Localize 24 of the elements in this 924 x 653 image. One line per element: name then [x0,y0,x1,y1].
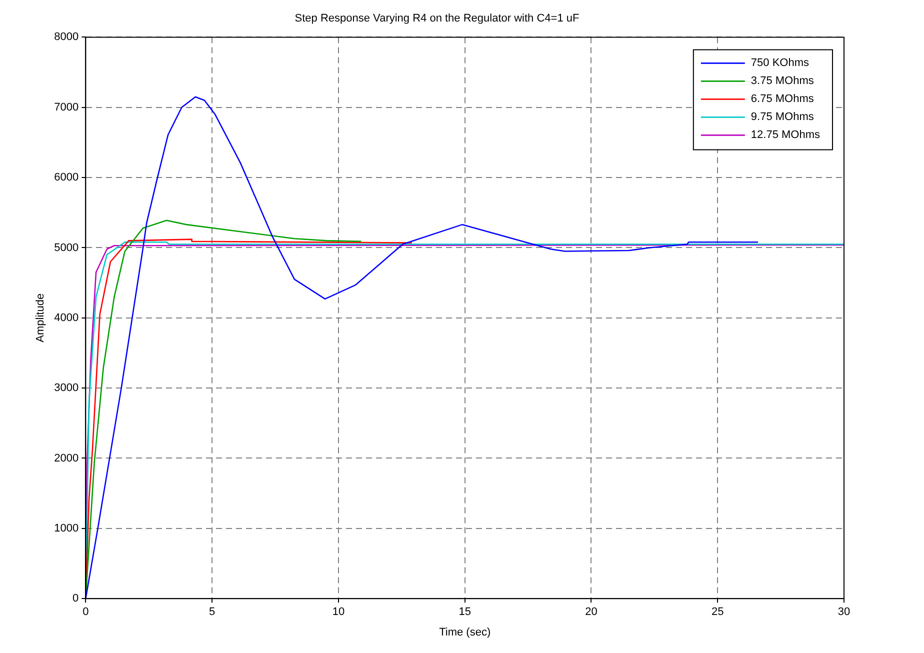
y-tick-label: 2000 [54,452,79,464]
x-tick-label: 25 [711,606,724,618]
x-axis-title: Time (sec) [439,626,491,638]
y-tick-label: 6000 [54,172,79,184]
y-tick-label: 4000 [54,312,79,324]
legend-label: 9.75 MOhms [750,111,814,124]
y-tick-label: 5000 [54,242,79,254]
y-tick-label: 7000 [54,101,79,114]
legend-label: 750 KOhms [750,57,810,70]
x-tick-label: 5 [208,606,216,618]
legend-label: 12.75 MOhms [750,129,820,142]
x-tick-label: 0 [82,606,89,618]
x-tick-label: 30 [838,606,850,618]
y-tick-label: 0 [72,592,79,605]
y-tick-label: 3000 [54,382,79,394]
y-axis-title: Amplitude [34,293,47,342]
y-tick-label: 1000 [54,522,79,534]
x-tick-label: 15 [458,606,471,618]
x-tick-label: 10 [332,606,345,618]
legend-label: 3.75 MOhms [750,75,814,88]
y-tick-label: 8000 [54,31,79,44]
legend-label: 6.75 MOhms [750,93,814,106]
chart-title: Step Response Varying R4 on the Regulator with C4=1 uF [294,12,580,25]
x-tick-label: 20 [585,606,598,618]
